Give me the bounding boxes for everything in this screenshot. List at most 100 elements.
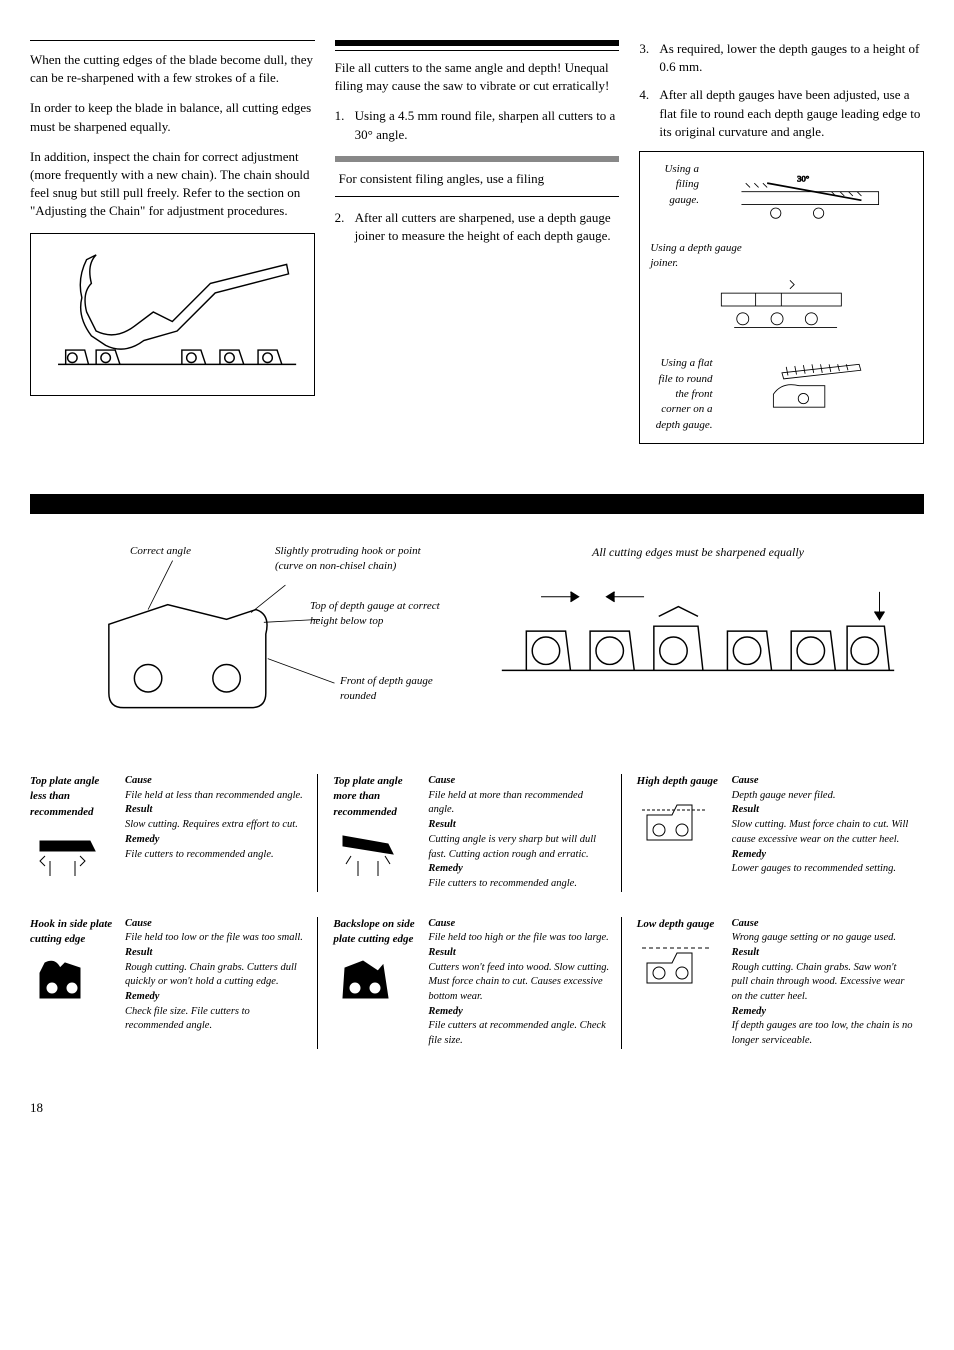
middle-diagrams: Correct angle Slightly protruding hook o… [30,544,924,734]
callout-text: For consistent filing angles, use a fili… [339,171,544,186]
ts-high-depth: High depth gauge Cause Depth gauge never… [637,774,924,892]
side-diagram-box: Using a filing gauge. 30° Using [639,151,924,444]
result-label: Result [428,947,455,958]
column-1: When the cutting edges of the blade beco… [30,40,315,444]
top-section: When the cutting edges of the blade beco… [30,40,924,444]
ts-remedy-3: Lower gauges to recommended setting. [732,862,914,877]
section-divider-bar [30,494,924,514]
ts-title-4: Hook in side plate cutting edge [30,917,115,948]
anno-correct-angle: Correct angle [130,544,191,559]
ts-icon-4 [30,953,110,1008]
result-label: Result [732,804,759,815]
anno-front-rounded: Front of depth gauge rounded [340,674,440,705]
ts-title-2: Top plate angle more than recommended [333,774,418,820]
step-4: 4. After all depth gauges have been adju… [639,86,924,141]
step4-num: 4. [639,86,659,141]
side-diag-1: Using a filing gauge. 30° [650,162,913,226]
page-number: 18 [30,1099,924,1117]
ts-low-depth: Low depth gauge Cause Wrong gauge settin… [637,917,924,1049]
anno-depth-height: Top of depth gauge at correct height bel… [310,599,460,630]
ts-remedy-5: File cutters at recommended angle. Check… [428,1019,610,1048]
ts-cause-2: File held at more than recommended angle… [428,789,610,818]
ts-top-plate-more: Top plate angle more than recommended Ca… [333,774,621,892]
column-2: File all cutters to the same angle and d… [335,40,620,444]
ts-result-2: Cutting angle is very sharp but will dul… [428,833,610,862]
hand-file-diagram [30,233,315,396]
ts-title-3: High depth gauge [637,774,722,789]
troubleshoot-row-2: Hook in side plate cutting edge Cause Fi… [30,917,924,1049]
filing-gauge-svg: 30° [707,166,913,226]
ts-remedy-4: Check file size. File cutters to recomme… [125,1005,307,1034]
ts-cause-6: Wrong gauge setting or no gauge used. [732,931,914,946]
ts-result-5: Cutters won't feed into wood. Slow cutti… [428,961,610,1005]
hand-file-svg [39,242,306,382]
side-diag-2: Using a depth gauge joiner. [650,241,913,341]
cause-label: Cause [428,775,455,786]
result-label: Result [125,947,152,958]
intro-p2: In order to keep the blade in balance, a… [30,99,315,135]
step-2: 2. After all cutters are sharpened, use … [335,209,620,245]
ts-result-4: Rough cutting. Chain grabs. Cutters dull… [125,961,307,990]
column-3: 3. As required, lower the depth gauges t… [639,40,924,444]
intro-p1: When the cutting edges of the blade beco… [30,51,315,87]
diag3-label: Using a flat file to round the front cor… [650,356,718,433]
step-3: 3. As required, lower the depth gauges t… [639,40,924,76]
equal-sharpen-title: All cutting edges must be sharpened equa… [492,544,904,561]
ts-cause-5: File held too high or the file was too l… [428,931,610,946]
ts-icon-3 [637,795,717,850]
ts-icon-1 [30,826,110,881]
chain-links-svg [492,576,904,696]
ts-title-6: Low depth gauge [637,917,722,932]
ts-icon-6 [637,938,717,993]
diag1-label: Using a filing gauge. [650,162,707,208]
ts-hook-side: Hook in side plate cutting edge Cause Fi… [30,917,318,1049]
cause-label: Cause [125,775,152,786]
angle-text: 30° [797,173,809,183]
ts-cause-4: File held too low or the file was too sm… [125,931,307,946]
cause-label: Cause [428,918,455,929]
ts-cause-3: Depth gauge never filed. [732,789,914,804]
ts-icon-5 [333,953,413,1008]
anatomy-diagram: Correct angle Slightly protruding hook o… [50,544,462,734]
anno-hook: Slightly protruding hook or point (curve… [275,544,425,575]
ts-cause-1: File held at less than recommended angle… [125,789,307,804]
side-diag-3: Using a flat file to round the front cor… [650,356,913,433]
step3-text: As required, lower the depth gauges to a… [659,40,924,76]
ts-remedy-6: If depth gauges are too low, the chain i… [732,1019,914,1048]
ts-title-1: Top plate angle less than recommended [30,774,115,820]
depth-joiner-svg [650,276,913,336]
step4-text: After all depth gauges have been adjuste… [659,86,924,141]
ts-title-5: Backslope on side plate cutting edge [333,917,418,948]
ts-result-6: Rough cutting. Chain grabs. Saw won't pu… [732,961,914,1005]
callout-box: For consistent filing angles, use a fili… [335,156,620,197]
remedy-label: Remedy [125,834,159,845]
ts-backslope: Backslope on side plate cutting edge Cau… [333,917,621,1049]
diag2-label: Using a depth gauge joiner. [650,241,750,272]
step1-num: 1. [335,107,355,143]
step-1: 1. Using a 4.5 mm round file, sharpen al… [335,107,620,143]
result-label: Result [428,819,455,830]
remedy-label: Remedy [428,863,462,874]
result-label: Result [125,804,152,815]
remedy-label: Remedy [428,1006,462,1017]
cause-label: Cause [732,775,759,786]
flat-file-svg [719,360,913,420]
step2-num: 2. [335,209,355,245]
ts-result-3: Slow cutting. Must force chain to cut. W… [732,818,914,847]
step1-text: Using a 4.5 mm round file, sharpen all c… [355,107,620,143]
ts-icon-2 [333,826,413,881]
step3-num: 3. [639,40,659,76]
remedy-label: Remedy [125,991,159,1002]
troubleshoot-row-1: Top plate angle less than recommended Ca… [30,774,924,892]
cause-label: Cause [732,918,759,929]
remedy-label: Remedy [732,849,766,860]
cause-label: Cause [125,918,152,929]
remedy-label: Remedy [732,1006,766,1017]
col2-p1: File all cutters to the same angle and d… [335,59,620,95]
result-label: Result [732,947,759,958]
step2-text: After all cutters are sharpened, use a d… [355,209,620,245]
intro-p3: In addition, inspect the chain for corre… [30,148,315,221]
ts-remedy-2: File cutters to recommended angle. [428,877,610,892]
ts-result-1: Slow cutting. Requires extra effort to c… [125,818,307,833]
ts-top-plate-less: Top plate angle less than recommended Ca… [30,774,318,892]
